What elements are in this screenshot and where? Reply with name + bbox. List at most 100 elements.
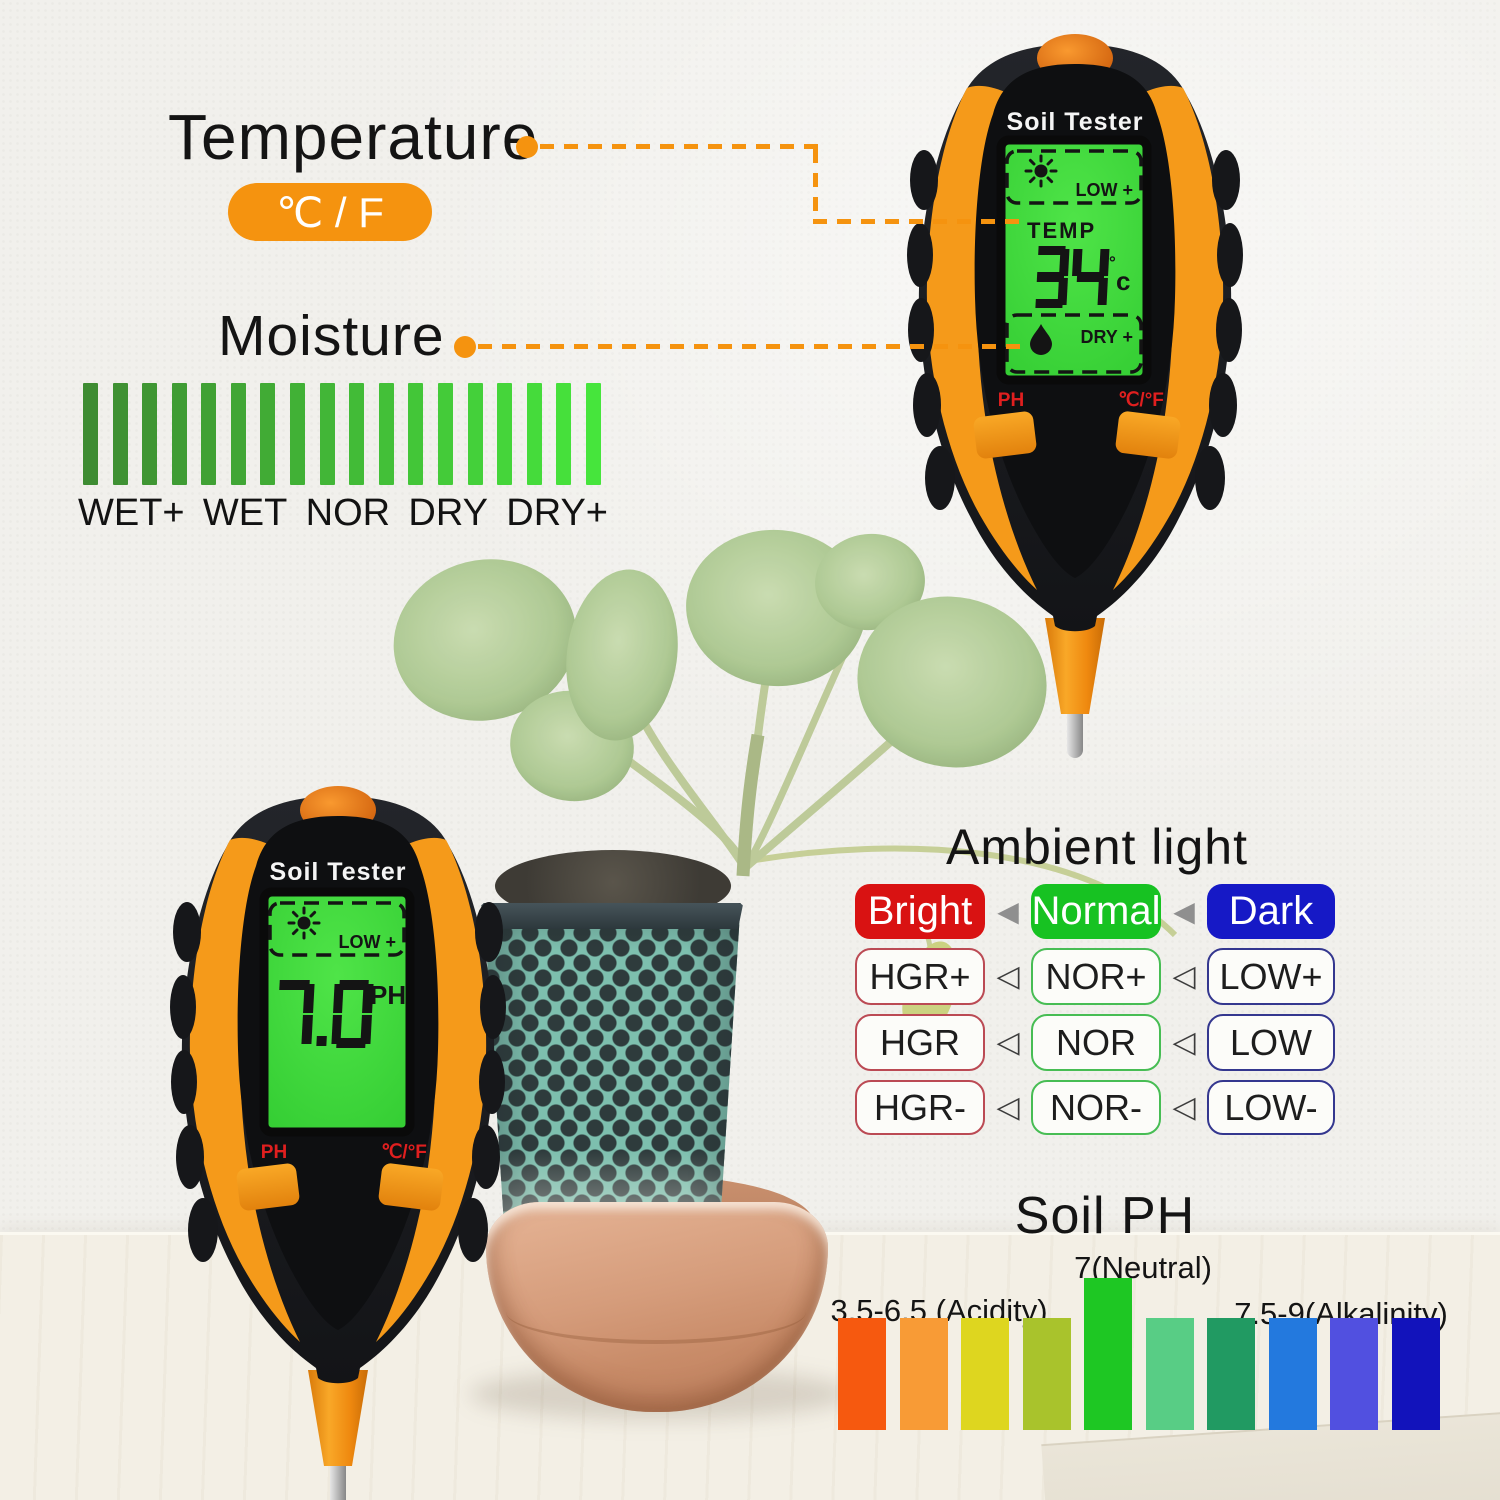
moisture-connector: [478, 344, 1024, 349]
soil-ph-title: Soil PH: [1014, 1187, 1196, 1245]
ph-bar: [1145, 1318, 1194, 1430]
moisture-label: DRY: [408, 492, 488, 534]
leaf: [857, 596, 1047, 768]
soil-tester-device-ph: Soil Tester LOW + PH PH ℃/°F: [170, 786, 506, 1500]
temperature-title: Temperature: [168, 101, 539, 173]
moisture-bar: [349, 383, 365, 485]
ambient-cell: HGR: [855, 1014, 985, 1071]
orange-side-accent: [376, 837, 487, 1342]
moisture-label: WET+: [78, 492, 185, 534]
moisture-bar: [526, 383, 542, 485]
moisture-bar: [83, 383, 98, 485]
temperature-connector: [540, 144, 818, 149]
leaf: [815, 533, 925, 631]
arrow-outline-icon: ◁: [1172, 1026, 1196, 1059]
plant-photo: [393, 529, 1178, 1039]
orange-side-accent: [1113, 85, 1224, 591]
ph-bar: [899, 1318, 948, 1430]
ph-bar: [1022, 1318, 1071, 1430]
orange-side-accent: [926, 85, 1037, 591]
lcd-moisture-level: DRY +: [1080, 327, 1133, 347]
lcd-degree-symbol: °: [1109, 253, 1116, 272]
moisture-title: Moisture: [218, 304, 445, 368]
moisture-label: NOR: [305, 492, 391, 534]
ambient-light-title: Ambient light: [945, 819, 1249, 875]
ph-bar: [1268, 1318, 1317, 1430]
lcd-ph-unit: PH: [370, 980, 406, 1010]
ambient-cell: HGR+: [855, 948, 985, 1005]
moisture-status-box: [1005, 313, 1143, 374]
arrow-outline-icon: ◁: [996, 1091, 1020, 1124]
arrow-left-icon: ◀: [997, 896, 1019, 927]
arrow-left-icon: ◀: [1173, 896, 1195, 927]
sun-icon: [287, 906, 321, 940]
ph-button: [236, 1163, 300, 1211]
moisture-gradient-bars: [83, 383, 601, 485]
arrow-outline-icon: ◁: [996, 1026, 1020, 1059]
probe-cone: [1045, 618, 1105, 714]
celsius-fahrenheit-badge: ℃ / F: [228, 183, 432, 241]
temperature-connector: [813, 219, 1023, 224]
moisture-label: DRY+: [506, 492, 608, 534]
sun-icon: [1024, 154, 1058, 188]
moisture-bar: [171, 383, 187, 485]
plant-pot: [483, 903, 741, 1237]
lcd-unit-letter: c: [1116, 266, 1130, 296]
ambient-light-section: Ambient light Bright ◀ Normal ◀ Dark HGR…: [855, 818, 1339, 1135]
ph-bar: [838, 1318, 886, 1430]
probe-cone: [308, 1370, 368, 1466]
ph-bar: [1330, 1318, 1379, 1430]
ambient-cell: LOW+: [1207, 948, 1335, 1005]
arrow-outline-icon: ◁: [1172, 1091, 1196, 1124]
ambient-light-table: Bright ◀ Normal ◀ Dark HGR+ ◁ NOR+ ◁ LOW…: [855, 884, 1339, 1135]
saucer-rim-line: [506, 1280, 806, 1344]
temperature-connector: [813, 149, 818, 224]
ph-bar: [1084, 1278, 1133, 1430]
moisture-bar: [556, 383, 572, 485]
moisture-bar: [408, 383, 424, 485]
plant-pot-rim: [480, 903, 744, 929]
device-brand: Soil Tester: [1007, 108, 1144, 136]
ambient-header-bright: Bright: [855, 884, 985, 939]
moisture-bar: [290, 383, 306, 485]
ph-button-label: PH: [261, 1142, 287, 1163]
ambient-header-dark: Dark: [1207, 884, 1335, 939]
ambient-cell: HGR-: [855, 1080, 985, 1135]
moisture-bar: [142, 383, 158, 485]
lcd-light-level: LOW +: [1076, 180, 1134, 200]
temp-unit-button: [378, 1163, 444, 1211]
moisture-bar: [437, 383, 453, 485]
light-status-box: [1005, 149, 1143, 205]
ph-button: [973, 411, 1037, 459]
moisture-bar: [585, 383, 601, 485]
ambient-cell: NOR: [1031, 1014, 1161, 1071]
temp-unit-button-label: ℃/°F: [1118, 390, 1164, 411]
ph-scale-bars: [838, 1278, 1440, 1430]
light-status-box: [268, 901, 406, 957]
moisture-bar: [497, 383, 513, 485]
ambient-cell: NOR-: [1031, 1080, 1161, 1135]
ph-button-label: PH: [998, 390, 1024, 411]
temp-unit-button-label: ℃/°F: [381, 1142, 427, 1163]
ambient-cell: LOW-: [1207, 1080, 1335, 1135]
ambient-cell: NOR+: [1031, 948, 1161, 1005]
moisture-bar: [230, 383, 246, 485]
moisture-bar: [112, 383, 128, 485]
moisture-bar: [319, 383, 335, 485]
soil-tester-device-temperature: Soil Tester LOW + TEMP ° c DRY + PH ℃/°F: [907, 34, 1243, 758]
lcd-light-level: LOW +: [339, 932, 397, 952]
ph-bar: [961, 1318, 1010, 1430]
arrow-outline-icon: ◁: [1172, 960, 1196, 993]
moisture-label: WET: [202, 492, 288, 534]
temperature-connector-dot: [516, 136, 538, 158]
grip-scallops: [170, 902, 506, 1262]
plant-trunk: [736, 733, 765, 877]
water-drop-icon: [1030, 324, 1052, 355]
ambient-cell: LOW: [1207, 1014, 1335, 1071]
leaf: [393, 559, 577, 721]
moisture-level-labels: WET+ WET NOR DRY DRY+: [78, 492, 608, 535]
grip-scallops: [907, 150, 1243, 510]
orange-side-accent: [189, 837, 300, 1342]
lcd-mode-label: TEMP: [1027, 218, 1096, 243]
